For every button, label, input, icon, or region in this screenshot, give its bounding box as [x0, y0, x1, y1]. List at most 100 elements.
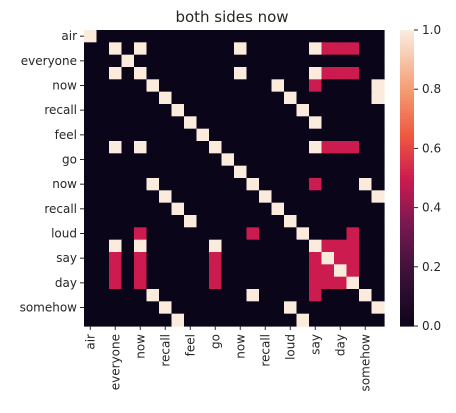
- colorbar-segment: [400, 77, 414, 81]
- heatmap-cell: [159, 202, 173, 216]
- x-tick-label: recall: [258, 334, 272, 367]
- heatmap-cell: [246, 202, 260, 216]
- heatmap-cell: [309, 178, 323, 191]
- heatmap-cell: [359, 104, 373, 117]
- colorbar-segment: [400, 234, 414, 238]
- heatmap-cell: [309, 42, 323, 56]
- heatmap-cell: [96, 54, 110, 68]
- heatmap-cell: [171, 153, 185, 167]
- heatmap-cell: [84, 128, 98, 142]
- heatmap-cell: [309, 30, 323, 43]
- heatmap-cell: [134, 116, 148, 130]
- heatmap-cell: [109, 128, 123, 142]
- heatmap-cell: [246, 30, 260, 43]
- heatmap-cell: [146, 91, 160, 105]
- heatmap-cell: [371, 313, 385, 327]
- heatmap-cell: [134, 79, 148, 93]
- heatmap-cell: [184, 104, 198, 117]
- heatmap-cell: [184, 128, 198, 142]
- heatmap-cell: [196, 30, 210, 43]
- heatmap-cell: [134, 202, 148, 216]
- heatmap-cell: [359, 116, 373, 130]
- heatmap-cell: [209, 141, 223, 154]
- x-tick-labels: air everyone now recall feel go now recall loud s…: [83, 326, 372, 391]
- heatmap-cell: [346, 165, 360, 179]
- colorbar-segment: [400, 53, 414, 58]
- heatmap-cell: [234, 91, 248, 105]
- heatmap-cell: [84, 276, 98, 290]
- heatmap-cell: [159, 42, 173, 56]
- heatmap-cell: [359, 276, 373, 290]
- colorbar-segment: [400, 145, 414, 149]
- heatmap-cell: [296, 289, 310, 302]
- heatmap-cell: [371, 202, 385, 216]
- heatmap-cell: [184, 276, 198, 290]
- heatmap-cell: [146, 239, 160, 253]
- colorbar-segment: [400, 98, 414, 102]
- heatmap-cell: [84, 54, 98, 68]
- heatmap-cell: [171, 190, 185, 204]
- heatmap-cell: [96, 42, 110, 56]
- colorbar-segment: [400, 269, 414, 274]
- colorbar-segment: [400, 299, 414, 303]
- heatmap-cell: [196, 128, 210, 142]
- heatmap-cell: [296, 116, 310, 130]
- heatmap-cell: [196, 54, 210, 68]
- heatmap-cell: [246, 252, 260, 265]
- heatmap-cell: [259, 165, 273, 179]
- heatmap-cell: [259, 54, 273, 68]
- heatmap-cell: [159, 30, 173, 43]
- colorbar-tick-label: 0.8: [422, 82, 441, 96]
- heatmap-cell: [184, 54, 198, 68]
- heatmap-cell: [146, 79, 160, 93]
- heatmap-cell: [209, 42, 223, 56]
- heatmap-cell: [209, 54, 223, 68]
- heatmap-cell: [84, 202, 98, 216]
- heatmap-cell: [371, 252, 385, 265]
- heatmap-cell: [109, 141, 123, 154]
- heatmap-cell: [296, 301, 310, 315]
- heatmap-cell: [271, 104, 285, 117]
- heatmap-cell: [246, 67, 260, 80]
- heatmap-cell: [309, 313, 323, 327]
- colorbar-segment: [400, 139, 414, 144]
- heatmap-cell: [234, 165, 248, 179]
- heatmap-cell: [259, 215, 273, 228]
- heatmap-cell: [184, 239, 198, 253]
- heatmap-cell: [296, 104, 310, 117]
- colorbar-segment: [400, 213, 414, 218]
- heatmap-cell: [321, 54, 335, 68]
- heatmap-cell: [221, 116, 235, 130]
- heatmap-cell: [96, 30, 110, 43]
- heatmap-cell: [346, 153, 360, 167]
- heatmap-cell: [334, 202, 348, 216]
- heatmap-cell: [234, 79, 248, 93]
- heatmap-cell: [334, 252, 348, 265]
- heatmap-cell: [309, 67, 323, 80]
- heatmap-cell: [159, 313, 173, 327]
- heatmap-cell: [296, 190, 310, 204]
- heatmap-cell: [184, 227, 198, 241]
- heatmap-cell: [371, 215, 385, 228]
- heatmap-cell: [146, 289, 160, 302]
- heatmap-cell: [84, 264, 98, 278]
- colorbar-segment: [400, 210, 414, 215]
- heatmap-cell: [121, 264, 135, 278]
- heatmap-cell: [234, 141, 248, 154]
- heatmap-cell: [121, 202, 135, 216]
- heatmap-cell: [96, 239, 110, 253]
- heatmap-cell: [284, 276, 298, 290]
- heatmap-cell: [246, 54, 260, 68]
- heatmap-cell: [196, 252, 210, 265]
- y-tick-labels: air everyone now recall feel go now recall loud s…: [20, 29, 84, 315]
- heatmap-cell: [196, 67, 210, 80]
- heatmap-cell: [109, 79, 123, 93]
- heatmap-cell: [146, 42, 160, 56]
- colorbar-segment: [400, 86, 414, 90]
- colorbar-segment: [400, 228, 414, 232]
- colorbar-segment: [400, 281, 414, 286]
- heatmap-cell: [159, 178, 173, 191]
- x-tick-label: say: [308, 334, 322, 355]
- heatmap-cell: [171, 313, 185, 327]
- heatmap-cell: [84, 79, 98, 93]
